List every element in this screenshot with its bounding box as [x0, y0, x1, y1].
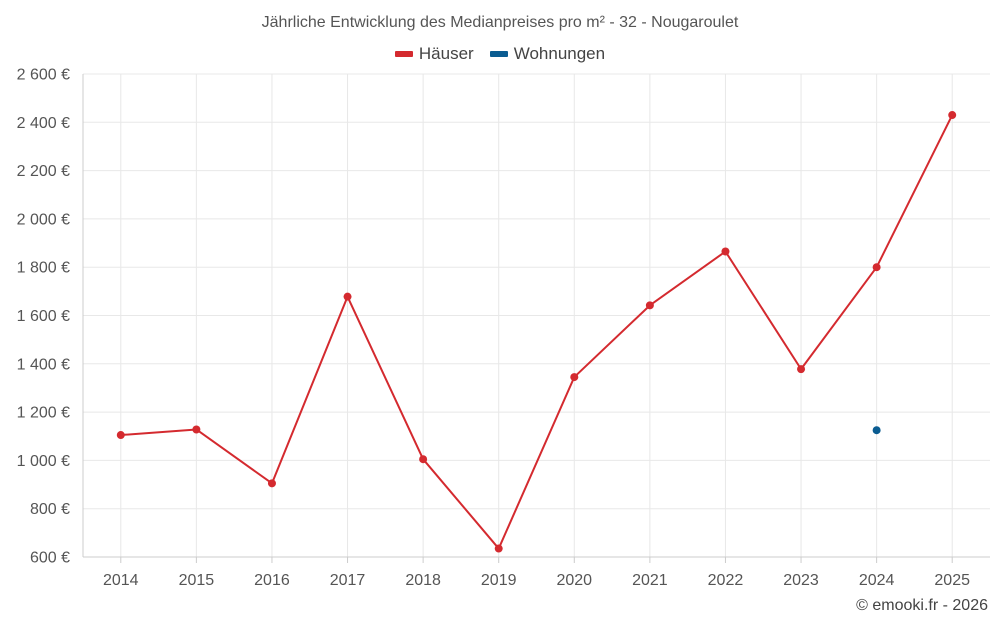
- y-tick-label: 1 800 €: [17, 260, 70, 277]
- y-tick-label: 2 000 €: [17, 211, 70, 228]
- x-tick-label: 2024: [859, 572, 895, 589]
- data-point-houses: [419, 455, 428, 464]
- x-tick-label: 2023: [783, 572, 819, 589]
- y-tick-label: 2 400 €: [17, 115, 70, 132]
- x-tick-label: 2016: [254, 572, 290, 589]
- y-tick-label: 1 400 €: [17, 356, 70, 373]
- x-tick-label: 2021: [632, 572, 668, 589]
- legend-item-apartments[interactable]: Wohnungen: [489, 44, 606, 64]
- x-tick-label: 2017: [330, 572, 366, 589]
- chart-title: Jährliche Entwicklung des Medianpreises …: [261, 14, 739, 31]
- x-tick-label: 2015: [179, 572, 215, 589]
- y-tick-label: 1 000 €: [17, 453, 70, 470]
- legend-label-houses: Häuser: [418, 44, 474, 63]
- data-point-houses: [645, 301, 654, 310]
- y-tick-label: 1 600 €: [17, 308, 70, 325]
- x-tick-label: 2020: [556, 572, 592, 589]
- data-point-houses: [721, 247, 730, 256]
- data-point-houses: [343, 292, 352, 301]
- x-tick-label: 2018: [405, 572, 441, 589]
- data-point-houses: [267, 479, 276, 488]
- y-tick-label: 800 €: [30, 501, 70, 518]
- legend-swatch-apartments: [489, 51, 508, 57]
- data-point-houses: [192, 425, 201, 434]
- y-tick-label: 1 200 €: [17, 405, 70, 422]
- credit-text: © emooki.fr - 2026: [856, 597, 988, 614]
- x-tick-label: 2025: [934, 572, 970, 589]
- legend-item-houses[interactable]: Häuser: [394, 44, 474, 64]
- x-tick-label: 2022: [708, 572, 744, 589]
- legend-label-apartments: Wohnungen: [513, 44, 606, 63]
- y-tick-label: 2 200 €: [17, 163, 70, 180]
- x-tick-label: 2019: [481, 572, 517, 589]
- data-point-houses: [570, 373, 579, 382]
- data-point-houses: [948, 111, 957, 120]
- x-tick-label: 2014: [103, 572, 139, 589]
- y-tick-label: 600 €: [30, 550, 70, 567]
- data-point-houses: [872, 263, 881, 272]
- data-point-houses: [494, 544, 503, 553]
- data-point-houses: [116, 431, 125, 440]
- y-tick-label: 2 600 €: [17, 67, 70, 84]
- legend: Häuser Wohnungen: [0, 44, 1000, 64]
- series-line-houses: [120, 114, 954, 550]
- data-point-houses: [797, 365, 806, 374]
- legend-swatch-houses: [394, 51, 413, 57]
- data-point-apartments: [872, 426, 881, 435]
